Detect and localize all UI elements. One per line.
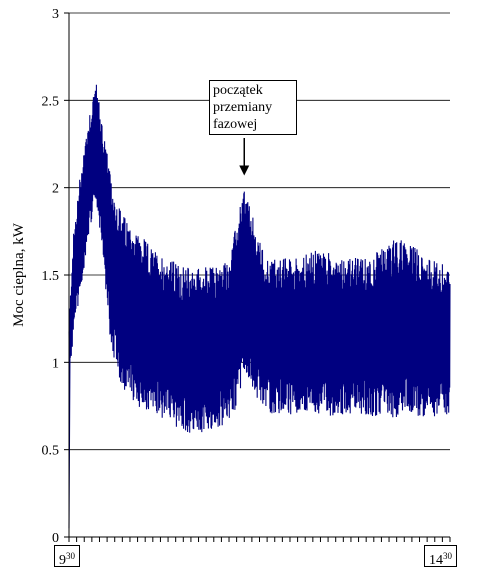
annotation-box: początek przemiany fazowej	[209, 80, 297, 135]
annotation-line-2: przemiany	[213, 100, 273, 115]
annotation-line-3: fazowej	[213, 117, 258, 132]
y-tick-label: 0	[52, 531, 59, 546]
series-line	[68, 84, 451, 529]
x-start-hour: 9	[59, 553, 66, 568]
plot-area	[68, 84, 451, 529]
annotation-line-1: początek	[213, 83, 263, 98]
x-axis-start-label: 930	[54, 545, 80, 568]
y-tick-label: 1.5	[42, 269, 60, 284]
y-axis-title: Moc cieplna, kW	[11, 222, 27, 327]
y-axis-tick-labels: 0 0.5 1 1.5 2 2.5 3	[42, 7, 60, 546]
x-end-minute: 30	[443, 551, 452, 561]
annotation-arrow-head	[239, 165, 250, 176]
x-axis-end-label: 1430	[424, 545, 457, 568]
y-tick-label: 2	[52, 182, 59, 197]
annotation-arrow	[239, 138, 250, 176]
y-tick-label: 2.5	[42, 94, 60, 109]
y-tick-label: 0.5	[42, 444, 60, 459]
axes	[64, 12, 451, 542]
y-tick-label: 3	[52, 7, 59, 22]
y-tick-label: 1	[52, 356, 59, 371]
x-start-minute: 30	[66, 551, 75, 561]
x-end-hour: 14	[429, 553, 443, 568]
